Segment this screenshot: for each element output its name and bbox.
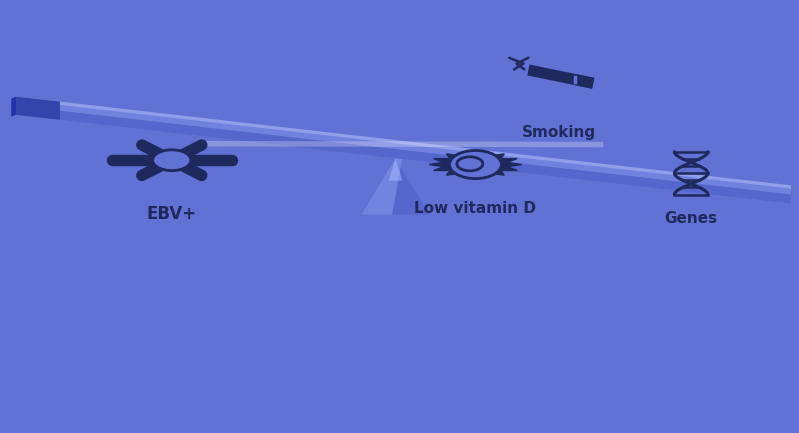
Polygon shape [429,151,522,178]
Polygon shape [16,97,791,194]
Circle shape [450,151,501,178]
Polygon shape [16,97,60,120]
Polygon shape [389,158,402,181]
Circle shape [153,150,191,171]
Text: Low vitamin D: Low vitamin D [415,201,536,216]
Polygon shape [204,141,603,147]
Text: Genes: Genes [665,211,718,226]
Text: EBV+: EBV+ [147,205,197,223]
Polygon shape [16,97,791,204]
Polygon shape [361,158,402,214]
Polygon shape [16,97,791,189]
Polygon shape [361,158,430,214]
Polygon shape [11,97,16,117]
Text: Smoking: Smoking [523,125,596,140]
